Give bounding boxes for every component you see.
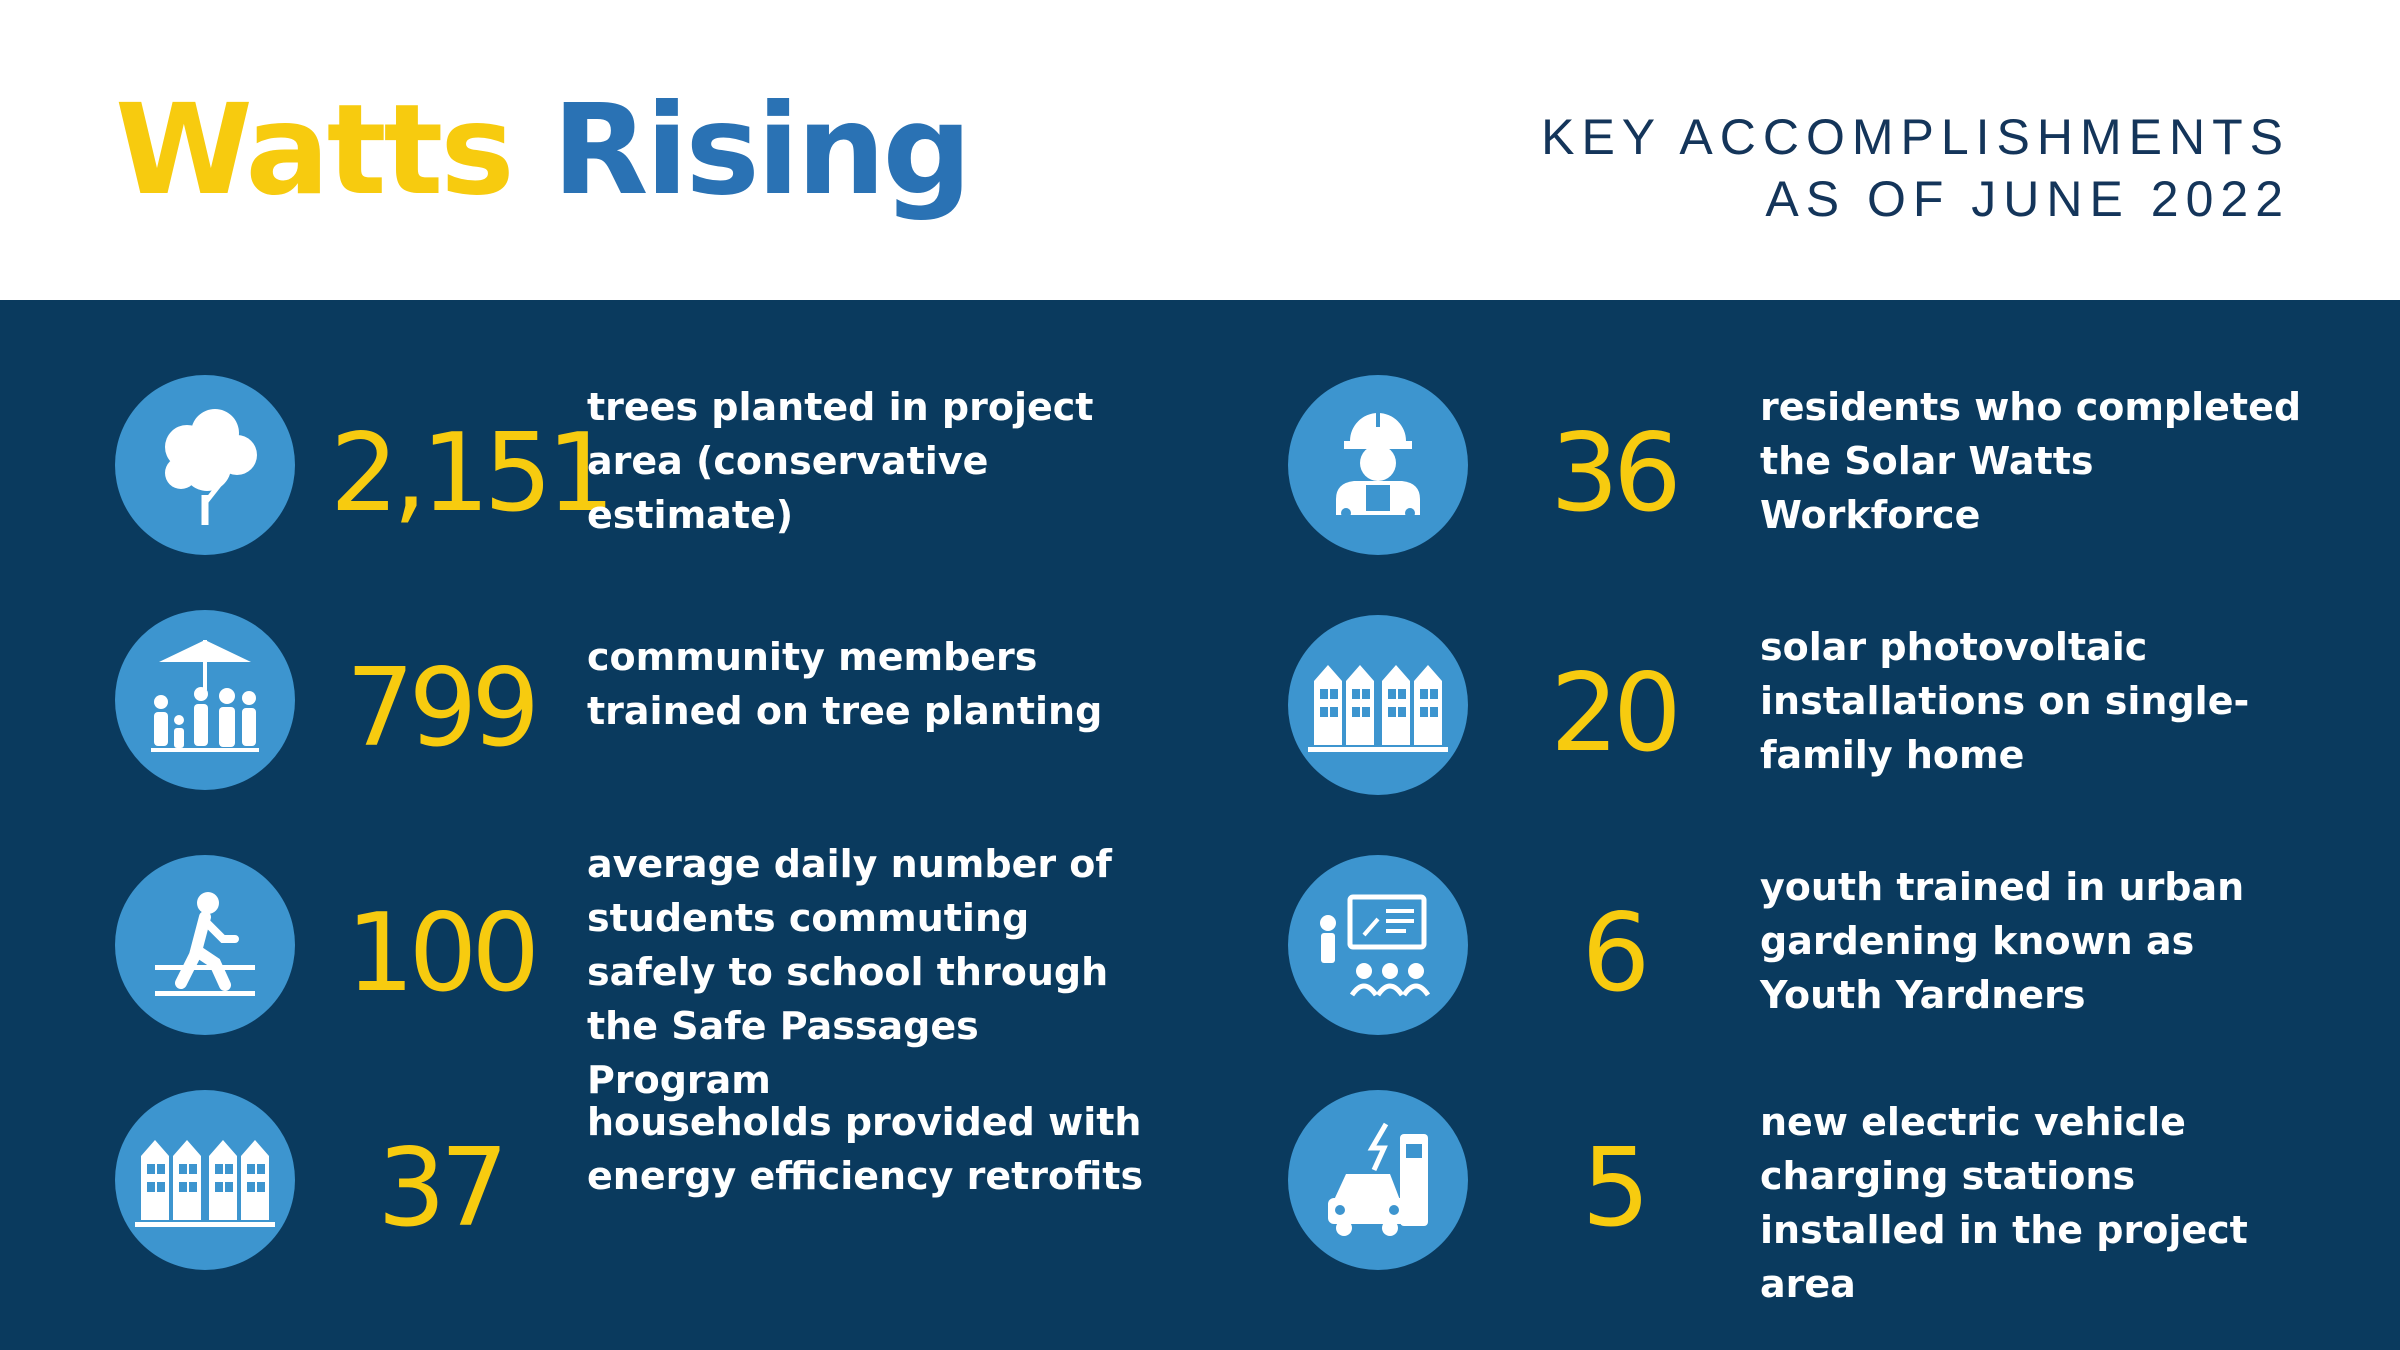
page-title: Watts Rising bbox=[115, 88, 972, 213]
stat-description: community members trained on tree planti… bbox=[587, 635, 1103, 733]
stat-description: average daily number of students commuti… bbox=[587, 842, 1112, 1102]
subtitle-line-2: AS OF JUNE 2022 bbox=[1765, 171, 2290, 227]
stat-description: solar photovoltaic installations on sing… bbox=[1760, 625, 2250, 777]
stat-description: trees planted in project area (conservat… bbox=[587, 385, 1094, 537]
title-watts: Watts bbox=[115, 78, 515, 223]
row-houses-icon bbox=[1288, 615, 1468, 795]
stat-number: 5 bbox=[1581, 1126, 1651, 1251]
accomplishments-panel: 2,151 trees planted in project area (con… bbox=[0, 300, 2400, 1350]
header: Watts Rising KEY ACCOMPLISHMENTS AS OF J… bbox=[0, 0, 2400, 300]
stat-number: 799 bbox=[345, 646, 540, 771]
stat-number: 37 bbox=[377, 1126, 508, 1251]
stat-number: 100 bbox=[345, 891, 540, 1016]
ev-charging-icon bbox=[1288, 1090, 1468, 1270]
stat-number: 2,151 bbox=[330, 411, 615, 536]
subtitle-line-1: KEY ACCOMPLISHMENTS bbox=[1541, 109, 2290, 165]
tree-icon bbox=[115, 375, 295, 555]
stat-description: residents who completed the Solar Watts … bbox=[1760, 385, 2302, 537]
page-subtitle: KEY ACCOMPLISHMENTS AS OF JUNE 2022 bbox=[1541, 106, 2290, 230]
community-market-icon bbox=[115, 610, 295, 790]
stat-description: youth trained in urban gardening known a… bbox=[1760, 865, 2245, 1017]
row-houses-icon bbox=[115, 1090, 295, 1270]
stat-description: new electric vehicle charging stations i… bbox=[1760, 1100, 2248, 1306]
pedestrian-crossing-icon bbox=[115, 855, 295, 1035]
construction-worker-icon bbox=[1288, 375, 1468, 555]
stat-description: households provided with energy efficien… bbox=[587, 1100, 1144, 1198]
stat-number: 20 bbox=[1550, 651, 1681, 776]
title-rising: Rising bbox=[552, 78, 972, 223]
stat-number: 6 bbox=[1581, 891, 1651, 1016]
classroom-presentation-icon bbox=[1288, 855, 1468, 1035]
stat-number: 36 bbox=[1550, 411, 1681, 536]
